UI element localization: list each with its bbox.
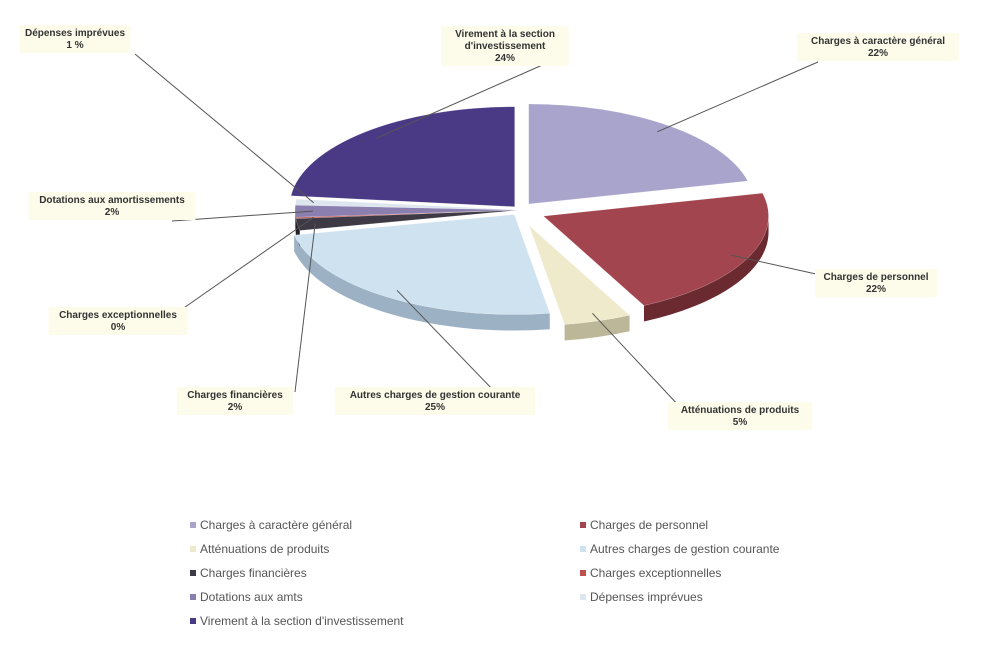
data-label-text: 2% (105, 207, 120, 218)
leader-line (294, 223, 316, 393)
legend-swatch (580, 594, 586, 600)
data-label-box (176, 387, 294, 415)
pie-slice (295, 209, 521, 219)
data-label-text: Autres charges de gestion courante (350, 390, 521, 401)
legend-swatch (190, 546, 196, 552)
pie-slice (528, 103, 749, 205)
data-label-text: 22% (866, 284, 886, 295)
leader-line (134, 53, 314, 204)
legend-label: Charges exceptionnelles (590, 566, 722, 580)
legend-label: Virement à la section d'investissement (200, 614, 404, 628)
legend-swatch (580, 546, 586, 552)
data-label-text: Virement à la section (455, 29, 555, 40)
leader-line (396, 289, 496, 393)
legend-item: Dotations aux amts (190, 590, 580, 604)
pie-slice-wall (294, 235, 550, 331)
pie-slice (528, 225, 631, 325)
legend-item: Dépenses imprévues (580, 590, 880, 604)
legend-item: Charges financières (190, 566, 580, 580)
data-label-text: d'investissement (465, 41, 546, 52)
legend-swatch (580, 522, 586, 528)
pie-slice-wall (564, 315, 630, 341)
legend-item: Charges de personnel (580, 518, 880, 532)
legend-label: Charges financières (200, 566, 307, 580)
data-label-box (28, 192, 196, 220)
data-label-box (441, 26, 569, 66)
pie-slice-side (295, 210, 296, 234)
data-label-text: Dépenses imprévues (25, 28, 125, 39)
data-label-text: 2% (228, 402, 243, 413)
legend-swatch (580, 570, 586, 576)
slices-layer (290, 103, 769, 341)
data-label-text: Atténuations de produits (681, 405, 800, 416)
data-label-text: 0% (111, 322, 126, 333)
legend-label: Charges à caractère général (200, 518, 353, 532)
data-label-box (797, 33, 959, 61)
pie-slice-wall (643, 216, 769, 322)
legend-item: Autres charges de gestion courante (580, 542, 880, 556)
legend-item: Virement à la section d'investissement (190, 614, 580, 628)
legend-label: Autres charges de gestion courante (590, 542, 780, 556)
data-label-box (19, 25, 131, 53)
data-label-text: Charges exceptionnelles (59, 310, 177, 321)
data-label-text: Charges à caractère général (811, 36, 945, 47)
data-label-box (667, 402, 813, 430)
leader-line (656, 61, 819, 133)
legend: Charges à caractère général Charges de pe… (190, 518, 890, 628)
data-label-text: Charges de personnel (823, 272, 928, 283)
data-label-text: 1 % (66, 40, 83, 51)
legend-label: Dotations aux amts (200, 590, 303, 604)
legend-swatch (190, 618, 196, 624)
legend-label: Charges de personnel (590, 518, 709, 532)
pie-slice (294, 198, 521, 211)
pie-slice-wall (295, 210, 296, 234)
leader-line (592, 312, 681, 408)
data-label-box (815, 269, 937, 297)
legend-label: Atténuations de produits (200, 542, 330, 556)
pie-slice (293, 214, 551, 315)
data-label-text: Dotations aux amortissements (39, 195, 185, 206)
legend-swatch (190, 570, 196, 576)
data-label-text: 25% (425, 402, 445, 413)
pie-slice (290, 106, 515, 207)
legend-label: Dépenses imprévues (590, 590, 703, 604)
data-label-text: 24% (495, 53, 515, 64)
legend-item: Charges exceptionnelles (580, 566, 880, 580)
data-label-text: Charges financières (187, 390, 283, 401)
data-label-box (48, 307, 188, 335)
legend-item: Atténuations de produits (190, 542, 580, 556)
data-label-box (334, 387, 536, 415)
legend-swatch (190, 522, 196, 528)
leader-line (171, 210, 314, 222)
pie-slice-side (294, 235, 550, 331)
leader-line (376, 54, 566, 139)
data-label-text: 22% (868, 48, 888, 59)
pie-slice (295, 209, 521, 231)
pie-slice (294, 204, 521, 218)
data-label-text: 5% (733, 417, 748, 428)
pie-slice-side (564, 315, 630, 341)
leader-line (730, 254, 817, 275)
pie-slice-side (643, 216, 769, 322)
leader-line (177, 216, 314, 313)
legend-item: Charges à caractère général (190, 518, 580, 532)
legend-swatch (190, 594, 196, 600)
